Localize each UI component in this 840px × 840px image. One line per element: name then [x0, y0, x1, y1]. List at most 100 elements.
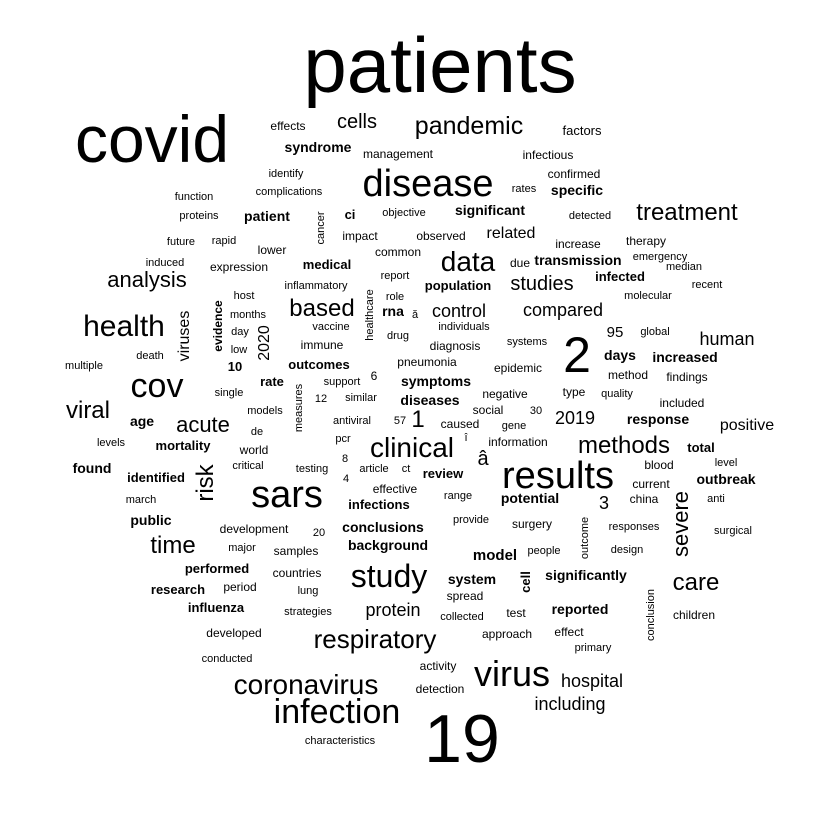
word-control: control	[432, 301, 486, 321]
word-identify: identify	[269, 168, 304, 180]
word-current: current	[632, 477, 670, 491]
word-approach: approach	[482, 627, 532, 641]
word-range: range	[444, 490, 472, 502]
word-march: march	[126, 494, 157, 506]
word-4: 4	[343, 473, 349, 485]
word-data: data	[441, 246, 496, 277]
word-antiviral: antiviral	[333, 415, 371, 427]
word-evidence: evidence	[211, 300, 225, 352]
word-objective: objective	[382, 207, 425, 219]
word-protein: protein	[365, 600, 420, 620]
word-critical: critical	[232, 460, 263, 472]
word-glyph-117: ă	[412, 309, 419, 321]
word-sars: sars	[251, 474, 323, 516]
word-pcr: pcr	[335, 433, 351, 445]
word-performed: performed	[185, 561, 249, 576]
word-common: common	[375, 245, 421, 259]
word-strategies: strategies	[284, 606, 332, 618]
word-article: article	[359, 463, 388, 475]
word-viruses: viruses	[176, 311, 193, 362]
word-single: single	[215, 387, 244, 399]
word-china: china	[630, 492, 659, 506]
word-world: world	[239, 443, 269, 457]
word-specific: specific	[551, 182, 603, 198]
word-pneumonia: pneumonia	[397, 355, 457, 369]
word-support: support	[324, 376, 361, 388]
word-responses: responses	[609, 521, 660, 533]
word-outcome: outcome	[579, 517, 591, 559]
word-systems: systems	[507, 336, 548, 348]
word-spread: spread	[447, 589, 484, 603]
word-future: future	[167, 236, 195, 248]
word-function: function	[175, 191, 214, 203]
word-therapy: therapy	[626, 234, 666, 248]
word-role: role	[386, 291, 404, 303]
word-testing: testing	[296, 463, 328, 475]
word-cells: cells	[337, 111, 377, 133]
word-major: major	[228, 542, 256, 554]
word-10: 10	[228, 359, 242, 374]
word-findings: findings	[666, 370, 707, 384]
word-research: research	[151, 582, 205, 597]
word-period: period	[223, 580, 256, 594]
word-6: 6	[371, 369, 378, 383]
word-effects: effects	[270, 119, 305, 133]
word-medical: medical	[303, 257, 351, 272]
word-12: 12	[315, 393, 327, 405]
word-rates: rates	[512, 183, 537, 195]
word-model: model	[473, 547, 517, 564]
word-induced: induced	[146, 257, 185, 269]
word-surgery: surgery	[512, 517, 552, 531]
word-detection: detection	[416, 682, 465, 696]
word-ct: ct	[402, 463, 411, 475]
word-molecular: molecular	[624, 290, 672, 302]
word-host: host	[234, 290, 255, 302]
word-2020: 2020	[256, 325, 273, 361]
word-cancer: cancer	[315, 211, 327, 244]
word-complications: complications	[256, 186, 323, 198]
word-increased: increased	[652, 349, 717, 365]
word-positive: positive	[720, 417, 774, 434]
word-conducted: conducted	[202, 653, 253, 665]
word-developed: developed	[206, 626, 261, 640]
word-analysis: analysis	[107, 267, 186, 292]
word-management: management	[363, 147, 434, 161]
word-identified: identified	[127, 470, 185, 485]
word-infections: infections	[348, 497, 409, 512]
word-syndrome: syndrome	[285, 139, 352, 155]
word-gene: gene	[502, 420, 526, 432]
word-confirmed: confirmed	[548, 167, 601, 181]
word-rate: rate	[260, 374, 284, 389]
word-hospital: hospital	[561, 671, 623, 691]
word-cell: cell	[518, 571, 533, 593]
word-background: background	[348, 537, 428, 553]
word-low: low	[231, 344, 248, 356]
word-lower: lower	[258, 243, 287, 257]
word-based: based	[289, 295, 354, 322]
word-epidemic: epidemic	[494, 361, 542, 375]
word-quality: quality	[601, 388, 633, 400]
word-observed: observed	[416, 229, 465, 243]
word-multiple: multiple	[65, 360, 103, 372]
word-vaccine: vaccine	[312, 321, 349, 333]
word-3: 3	[599, 493, 609, 513]
word-coronavirus: coronavirus	[234, 669, 379, 700]
word-related: related	[487, 225, 536, 242]
word-proteins: proteins	[179, 210, 219, 222]
word-respiratory: respiratory	[314, 624, 437, 654]
word-development: development	[220, 522, 289, 536]
word-study: study	[351, 558, 427, 594]
word-total: total	[687, 440, 714, 455]
word-surgical: surgical	[714, 525, 752, 537]
word-significant: significant	[455, 202, 525, 218]
word-studies: studies	[510, 273, 573, 295]
word-infectious: infectious	[523, 148, 574, 162]
word-methods: methods	[578, 432, 670, 459]
word-transmission: transmission	[534, 252, 621, 268]
word-measures: measures	[293, 383, 305, 432]
word-including: including	[534, 694, 605, 714]
word-30: 30	[530, 405, 542, 417]
word-models: models	[247, 405, 283, 417]
word-2: 2	[563, 327, 591, 383]
